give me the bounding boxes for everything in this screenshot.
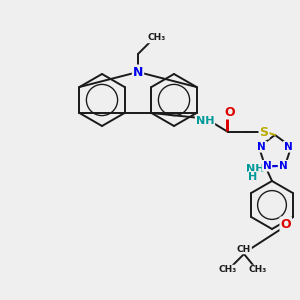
Text: NH: NH <box>246 164 264 174</box>
Text: O: O <box>225 106 235 118</box>
Text: S: S <box>260 125 268 139</box>
Text: CH₃: CH₃ <box>219 266 237 274</box>
Text: N: N <box>284 142 292 152</box>
Text: N: N <box>133 65 143 79</box>
Text: CH: CH <box>237 244 251 253</box>
Text: N: N <box>257 142 266 152</box>
Text: H: H <box>248 172 258 182</box>
Text: O: O <box>280 218 291 230</box>
Text: NH: NH <box>196 116 214 126</box>
Text: CH₃: CH₃ <box>249 266 267 274</box>
Text: N: N <box>279 161 287 171</box>
Text: CH₃: CH₃ <box>148 34 166 43</box>
Text: N: N <box>262 161 272 171</box>
